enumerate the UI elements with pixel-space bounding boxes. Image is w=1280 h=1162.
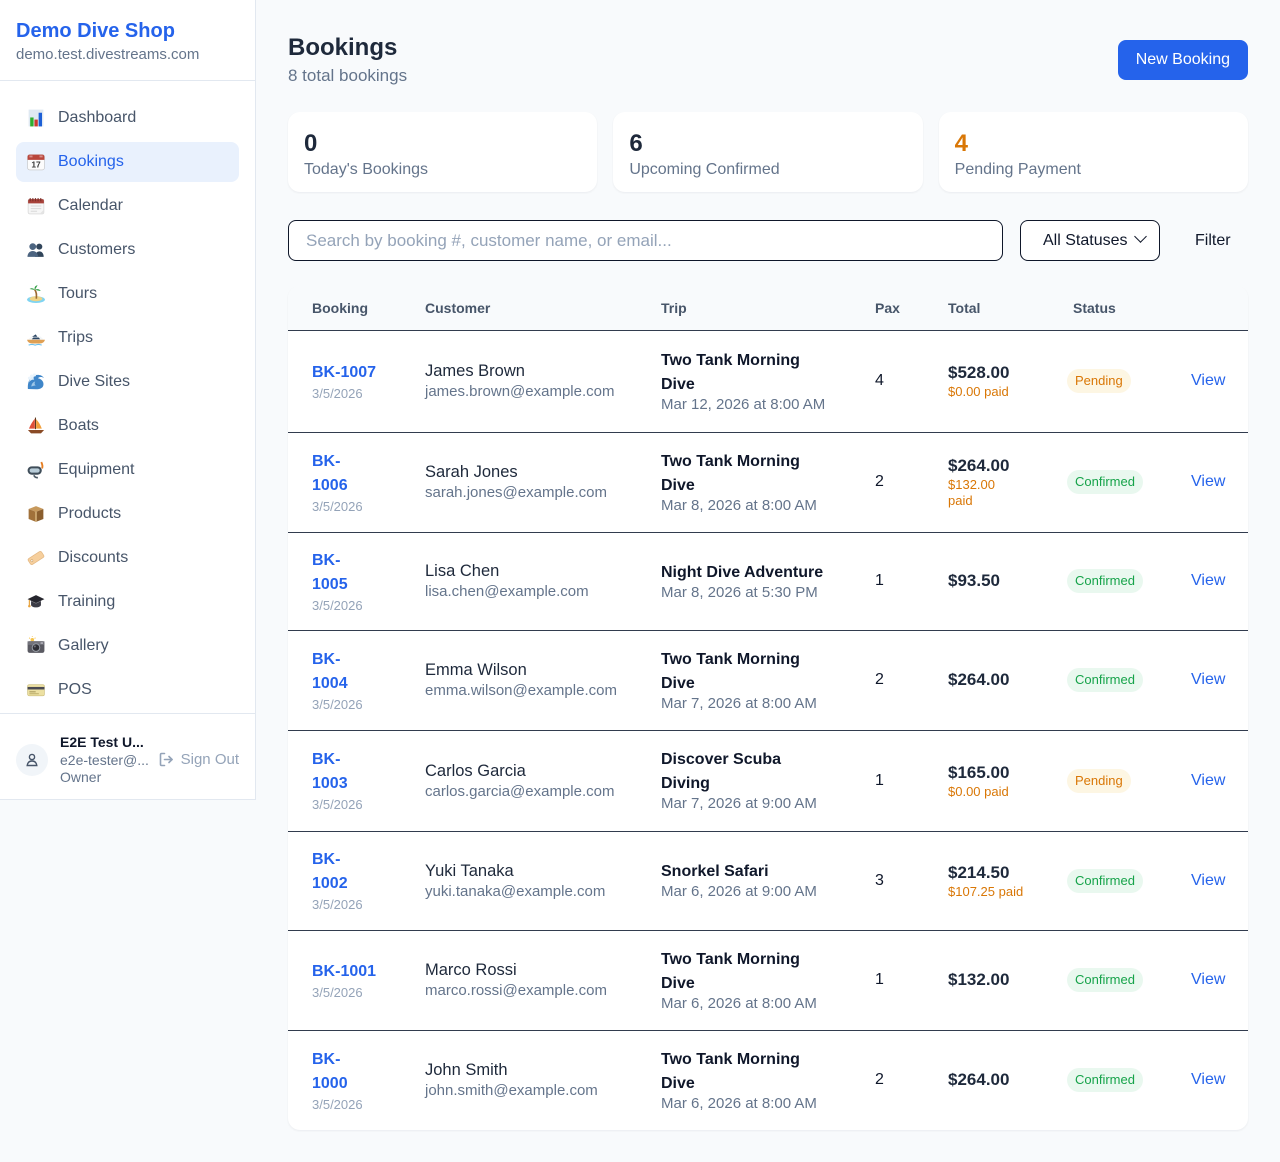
svg-text:17: 17 bbox=[31, 159, 41, 169]
